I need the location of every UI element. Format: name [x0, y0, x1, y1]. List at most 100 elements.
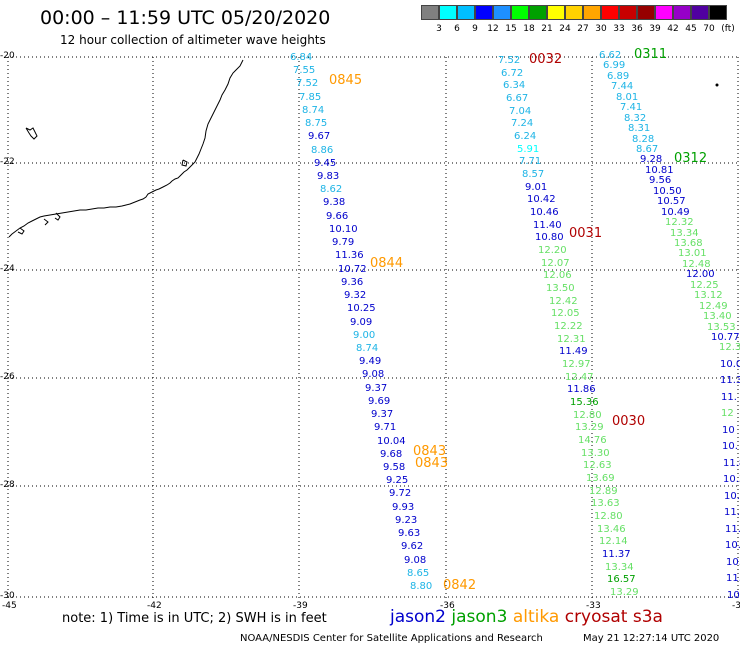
- swh-value: 11.36: [335, 250, 364, 261]
- pass-time-label: 0842: [443, 578, 477, 593]
- swh-value: 8.65: [407, 568, 430, 579]
- swh-value: 9.58: [383, 462, 406, 473]
- colorbar-swatch: [691, 5, 709, 20]
- swh-value: 8.74: [356, 343, 379, 354]
- pass-time-label: 0032: [529, 52, 563, 67]
- pass-time-label: 0031: [569, 226, 603, 241]
- colorbar-swatch: [547, 5, 565, 20]
- pass-time-label: 0843: [415, 456, 449, 471]
- swh-value: 10.46: [530, 207, 559, 218]
- swh-value: 9.71: [374, 422, 397, 433]
- swh-value: 12.89: [589, 486, 618, 497]
- swh-value: 10.81: [645, 165, 674, 176]
- swh-value: 9.28: [640, 154, 663, 165]
- swh-value: 8.80: [410, 581, 433, 592]
- colorbar-swatch: [457, 5, 475, 20]
- swh-value: 10.10: [329, 224, 358, 235]
- colorbar-label: 27: [577, 24, 589, 34]
- swh-value: 12.00: [686, 269, 715, 280]
- swh-value: 6.67: [506, 93, 529, 104]
- swh-value: 8.86: [311, 145, 334, 156]
- credit-text: NOAA/NESDIS Center for Satellite Applica…: [240, 633, 543, 644]
- swh-value: 6.62: [599, 50, 622, 61]
- swh-value: 11.49: [559, 346, 588, 357]
- swh-value: 8.32: [624, 113, 647, 124]
- note-text: note: 1) Time is in UTC; 2) SWH is in fe…: [62, 611, 327, 626]
- swh-value: 11.40: [533, 220, 562, 231]
- lon-tick-label: -33: [586, 601, 601, 611]
- swh-value: 13.50: [546, 283, 575, 294]
- swh-value: 6.24: [514, 131, 537, 142]
- swh-value: 12.42: [549, 296, 578, 307]
- swh-value: 8.62: [320, 184, 343, 195]
- colorbar-label: 30: [595, 24, 607, 34]
- swh-value: 12.80: [573, 410, 602, 421]
- colorbar-label: 12: [487, 24, 499, 34]
- colorbar-swatch: [583, 5, 601, 20]
- swh-value: 9.49: [359, 356, 382, 367]
- colorbar-label: 36: [631, 24, 643, 34]
- coastline-detail: [17, 127, 188, 235]
- lat-tick-label: -24: [0, 264, 15, 274]
- lat-tick-label: -20: [0, 51, 15, 61]
- lat-lon-grid: [7, 56, 740, 600]
- colorbar-label: 39: [649, 24, 661, 34]
- colorbar-label: 18: [523, 24, 535, 34]
- colorbar-swatch: [601, 5, 619, 20]
- swh-value: 13.68: [674, 238, 703, 249]
- colorbar-swatch: [439, 5, 457, 20]
- legend-cryosat: cryosat: [564, 607, 628, 627]
- colorbar-swatch: [475, 5, 493, 20]
- swh-value: 13.29: [610, 587, 639, 598]
- colorbar-label: 21: [541, 24, 553, 34]
- swh-value: 9.25: [386, 475, 409, 486]
- lat-tick-label: -22: [0, 157, 15, 167]
- swh-value: 6.84: [290, 52, 313, 63]
- swh-value: 6.34: [503, 80, 526, 91]
- swh-value: 9.63: [398, 528, 421, 539]
- swh-value: 9.23: [395, 515, 418, 526]
- colorbar-swatch: [511, 5, 529, 20]
- swh-value: 11.3: [720, 375, 740, 386]
- swh-value: 9.72: [389, 488, 412, 499]
- colorbar-swatch: [565, 5, 583, 20]
- swh-value: 9.00: [353, 330, 376, 341]
- swh-value: 7.52: [498, 55, 521, 66]
- swh-value: 13.63: [591, 498, 620, 509]
- swh-value: 7.41: [620, 102, 643, 113]
- swh-value: 10.66: [725, 540, 740, 551]
- swh-value: 12.63: [583, 460, 612, 471]
- colorbar-label: 70: [703, 24, 715, 34]
- satellite-legend: jason2 jason3 altika cryosat s3a: [390, 607, 663, 627]
- pass-time-label: 0844: [370, 256, 404, 271]
- legend-jason2: jason2: [390, 607, 446, 627]
- swh-value: 10.08: [726, 557, 740, 568]
- swh-value: 9.45: [314, 158, 337, 169]
- swh-value: 15.36: [570, 397, 599, 408]
- pass-time-label: 0030: [612, 414, 646, 429]
- swh-value: 13.12: [694, 290, 723, 301]
- swh-value: 9.08: [362, 369, 385, 380]
- colorbar-swatch: [673, 5, 691, 20]
- swh-value: 13.29: [575, 422, 604, 433]
- swh-value: 12.06: [543, 270, 572, 281]
- pass-time-label: 0845: [329, 73, 363, 88]
- legend-s3a: s3a: [632, 607, 663, 627]
- swh-value: 9.69: [368, 396, 391, 407]
- colorbar-label: 3: [436, 24, 442, 34]
- colorbar-label: 9: [472, 24, 478, 34]
- swh-value: 9.37: [365, 383, 388, 394]
- legend-altika: altika: [512, 607, 560, 627]
- swh-value: 9.79: [332, 237, 355, 248]
- swh-value: 9.68: [380, 449, 403, 460]
- swh-value: 12.25: [690, 280, 719, 291]
- swh-value: 7.55: [293, 65, 316, 76]
- swh-value: 11.8: [723, 458, 740, 469]
- legend-jason3: jason3: [451, 607, 508, 627]
- island-dot: [715, 83, 719, 87]
- swh-value: 13.69: [586, 473, 615, 484]
- swh-value: 9.01: [525, 182, 548, 193]
- swh-value: 7.71: [519, 156, 542, 167]
- swh-value: 10.50: [653, 186, 682, 197]
- swh-value: 9.93: [392, 502, 415, 513]
